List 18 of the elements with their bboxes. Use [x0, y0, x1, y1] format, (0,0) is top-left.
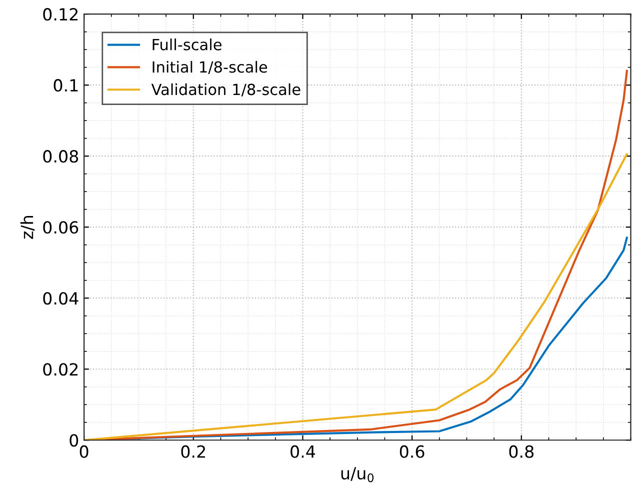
y-tick-label: 0.06 [43, 221, 78, 234]
x-tick-label: 0.8 [509, 445, 534, 458]
y-tick-label: 0.04 [43, 292, 78, 305]
legend-label: Initial 1/8-scale [152, 60, 268, 74]
y-tick-label: 0.12 [43, 8, 78, 21]
x-tick-label: 0 [80, 445, 88, 458]
line-series [84, 153, 628, 440]
y-tick-label: 0.1 [54, 79, 78, 92]
y-axis-title: z/h [20, 216, 35, 239]
x-tick-label: 0.6 [400, 445, 424, 458]
y-tick-label: 0 [70, 434, 78, 447]
y-tick-label: 0.08 [43, 150, 78, 163]
y-tick-label: 0.02 [43, 363, 78, 376]
legend-label: Full-scale [152, 38, 222, 50]
x-axis-title: u/u$_{0}$ [341, 467, 374, 482]
x-tick-label: 0.2 [181, 445, 205, 458]
legend-label: Validation 1/8-scale [151, 83, 300, 96]
x-tick-label: 0.4 [290, 445, 316, 458]
